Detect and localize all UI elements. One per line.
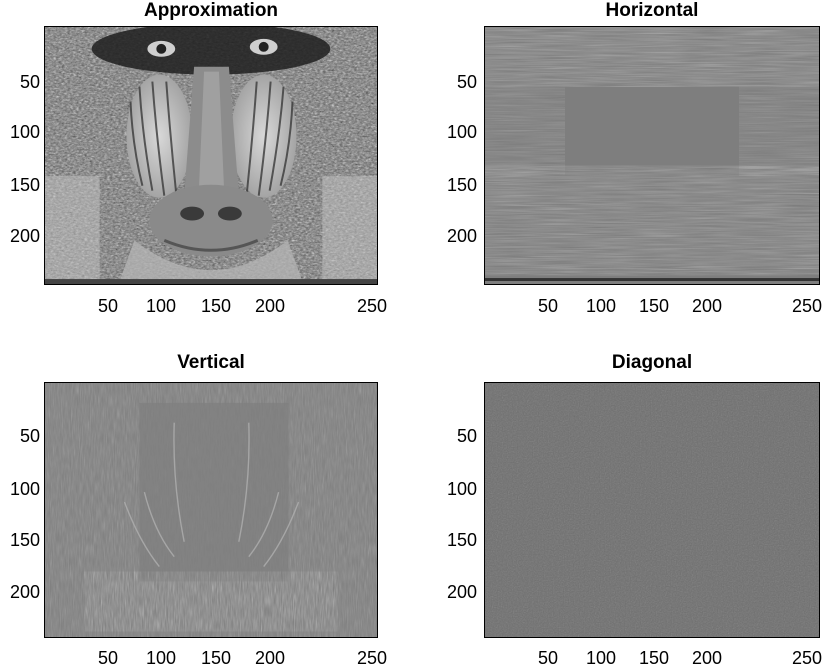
y-tick-label: 100 — [9, 122, 40, 142]
panel-horizontal: Horizontal 50 100 150 200 50 100 150 200… — [415, 0, 830, 335]
x-tick-label: 250 — [356, 648, 388, 668]
x-tick-label: 50 — [537, 296, 559, 316]
x-tick-label: 50 — [537, 648, 559, 668]
y-tick-label: 100 — [9, 479, 40, 499]
y-tick-label: 150 — [446, 175, 477, 195]
y-tick-label: 100 — [446, 479, 477, 499]
y-tick-label: 200 — [9, 226, 40, 246]
y-tick-label: 150 — [446, 530, 477, 550]
y-tick-label: 200 — [446, 226, 477, 246]
x-tick-label: 200 — [254, 648, 286, 668]
x-tick-label: 200 — [254, 296, 286, 316]
y-tick-label: 50 — [19, 426, 40, 446]
x-tick-label: 150 — [638, 648, 670, 668]
x-tick-label: 200 — [691, 296, 723, 316]
x-tick-label: 200 — [691, 648, 723, 668]
panel-title: Horizontal — [605, 0, 699, 21]
x-tick-label: 150 — [638, 296, 670, 316]
x-tick-label: 150 — [200, 648, 232, 668]
x-tick-label: 150 — [200, 296, 232, 316]
x-tick-label: 50 — [97, 296, 119, 316]
y-tick-label: 150 — [9, 175, 40, 195]
y-tick-label: 50 — [19, 72, 40, 92]
panel-title: Vertical — [177, 352, 245, 373]
diagonal-image — [484, 382, 820, 638]
panel-vertical: Vertical 50 100 150 200 50 100 150 200 2… — [0, 352, 415, 671]
y-tick-label: 50 — [456, 72, 477, 92]
x-tick-label: 100 — [145, 296, 177, 316]
y-tick-label: 50 — [456, 426, 477, 446]
panel-approximation: Approximation — [0, 0, 415, 335]
panel-title: Approximation — [143, 0, 279, 21]
approximation-image — [44, 26, 378, 285]
vertical-image — [44, 382, 378, 638]
x-tick-label: 250 — [356, 296, 388, 316]
x-tick-label: 100 — [585, 296, 617, 316]
x-tick-label: 250 — [791, 648, 823, 668]
horizontal-image — [484, 26, 820, 285]
x-tick-label: 100 — [145, 648, 177, 668]
x-tick-label: 100 — [585, 648, 617, 668]
panel-title: Diagonal — [611, 352, 693, 373]
panel-diagonal: Diagonal 50 100 150 200 50 100 150 200 2… — [415, 352, 830, 671]
y-tick-label: 100 — [446, 122, 477, 142]
y-tick-label: 200 — [9, 582, 40, 602]
y-tick-label: 200 — [446, 582, 477, 602]
y-tick-label: 150 — [9, 530, 40, 550]
x-tick-label: 250 — [791, 296, 823, 316]
x-tick-label: 50 — [97, 648, 119, 668]
